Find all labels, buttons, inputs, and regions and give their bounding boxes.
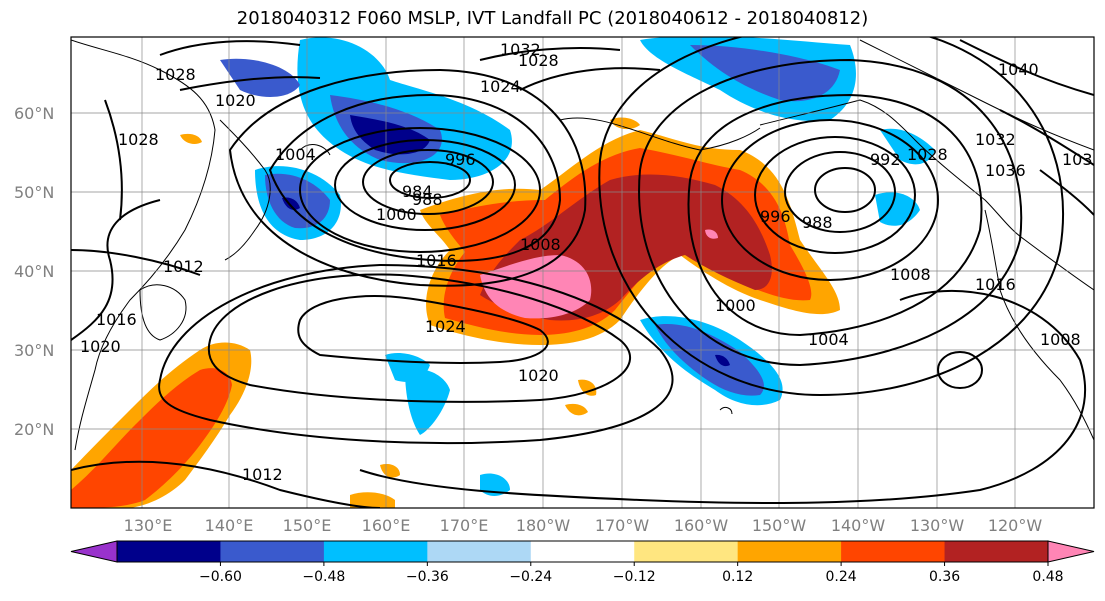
isobar-label: 1004 xyxy=(808,330,849,349)
ivt-positive-shading xyxy=(71,117,840,508)
colorbar-tick-label: −0.12 xyxy=(613,569,656,585)
lon-label: 120°W xyxy=(988,516,1043,535)
map-frame xyxy=(70,36,1095,509)
colorbar-tick-label: −0.60 xyxy=(199,569,242,585)
colorbar-box xyxy=(323,541,428,562)
isobar-label: 1024 xyxy=(480,77,521,96)
mslp-isobars xyxy=(71,37,1094,508)
lat-label: 60°N xyxy=(14,104,54,123)
isobar-label: 1008 xyxy=(890,265,931,284)
colorbar-tick-label: 0.24 xyxy=(826,569,857,585)
colorbar-box xyxy=(841,541,946,562)
lon-label: 150°E xyxy=(283,516,332,535)
coastlines xyxy=(71,39,1094,451)
isobar-label: 984 xyxy=(402,182,433,201)
colorbar-box xyxy=(634,541,739,562)
isobar-label: 988 xyxy=(412,190,443,209)
colorbar-tick-label: 0.36 xyxy=(929,569,960,585)
lon-label: 140°W xyxy=(831,516,886,535)
colorbar-extend-min xyxy=(70,540,118,563)
isobar-label: 1008 xyxy=(520,235,561,254)
colorbar-tick-label: 0.48 xyxy=(1032,569,1063,585)
colorbar-box xyxy=(530,541,635,562)
lon-label: 160°E xyxy=(362,516,411,535)
colorbar-extend-max xyxy=(1047,540,1095,563)
colorbar-box xyxy=(944,541,1049,562)
lat-label: 30°N xyxy=(14,341,54,360)
isobar-label: 1028 xyxy=(518,51,559,70)
map-area: 1032 1028 1028 1020 1024 1028 1004 996 9… xyxy=(71,37,1103,508)
isobar-label: 1020 xyxy=(80,337,121,356)
isobar-label: 1036 xyxy=(985,161,1026,180)
isobar-label: 1020 xyxy=(518,366,559,385)
colorbar-box xyxy=(117,541,221,562)
isobar-label: 1032 xyxy=(975,130,1016,149)
lon-label: 150°W xyxy=(752,516,807,535)
colorbar-frame xyxy=(116,540,1049,563)
isobar-label: 1016 xyxy=(416,251,457,270)
isobar-label: 1000 xyxy=(715,296,756,315)
lon-label: 170°W xyxy=(595,516,650,535)
graticule xyxy=(71,37,1094,508)
isobar-label: 1040 xyxy=(998,60,1039,79)
colorbar-box xyxy=(427,541,532,562)
latitude-labels: 60°N 50°N 40°N 30°N 20°N xyxy=(14,104,54,439)
isobar-label: 1004 xyxy=(275,145,316,164)
isobar-label: 1028 xyxy=(155,65,196,84)
lon-label: 170°E xyxy=(440,516,489,535)
isobar-label: 1016 xyxy=(96,310,137,329)
plot-title: 2018040312 F060 MSLP, IVT Landfall PC (2… xyxy=(236,8,869,29)
isobar-label: 1036 xyxy=(1062,150,1103,169)
isobar-label: 1012 xyxy=(163,257,204,276)
lat-label: 50°N xyxy=(14,183,54,202)
colorbar-tick-label: 0.12 xyxy=(722,569,753,585)
colorbar-box xyxy=(737,541,842,562)
isobar-label: 996 xyxy=(445,150,476,169)
lat-label: 20°N xyxy=(14,420,54,439)
lon-label: 130°E xyxy=(124,516,173,535)
colorbar: −0.60 −0.48 −0.36 −0.24 −0.12 0.12 0.24 0.36 0.4… xyxy=(70,540,1095,585)
colorbar-tick-label: −0.24 xyxy=(509,569,552,585)
isobar-labels: 1032 1028 1028 1020 1024 1028 1004 996 9… xyxy=(80,40,1103,484)
colorbar-tick-label: −0.48 xyxy=(302,569,345,585)
isobar-label: 1028 xyxy=(907,145,948,164)
lon-label: 180°W xyxy=(516,516,571,535)
isobar-label: 1016 xyxy=(975,275,1016,294)
lon-label: 130°W xyxy=(910,516,965,535)
isobar-label: 1020 xyxy=(215,91,256,110)
isobar-label: 1032 xyxy=(500,40,541,59)
lon-label: 140°E xyxy=(205,516,254,535)
isobar-label: 1028 xyxy=(118,130,159,149)
isobar-label: 1000 xyxy=(376,205,417,224)
isobar-label: 992 xyxy=(870,150,901,169)
longitude-labels: 130°E 140°E 150°E 160°E 170°E 180°W 170°… xyxy=(124,516,1043,535)
isobar-label: 1008 xyxy=(1040,330,1081,349)
colorbar-box xyxy=(220,541,325,562)
colorbar-tick-label: −0.36 xyxy=(406,569,449,585)
lon-label: 160°W xyxy=(674,516,729,535)
isobar-label: 1012 xyxy=(242,465,283,484)
isobar-label: 996 xyxy=(760,207,791,226)
lat-label: 40°N xyxy=(14,262,54,281)
isobar-label: 988 xyxy=(802,213,833,232)
isobar-label: 1024 xyxy=(425,317,466,336)
